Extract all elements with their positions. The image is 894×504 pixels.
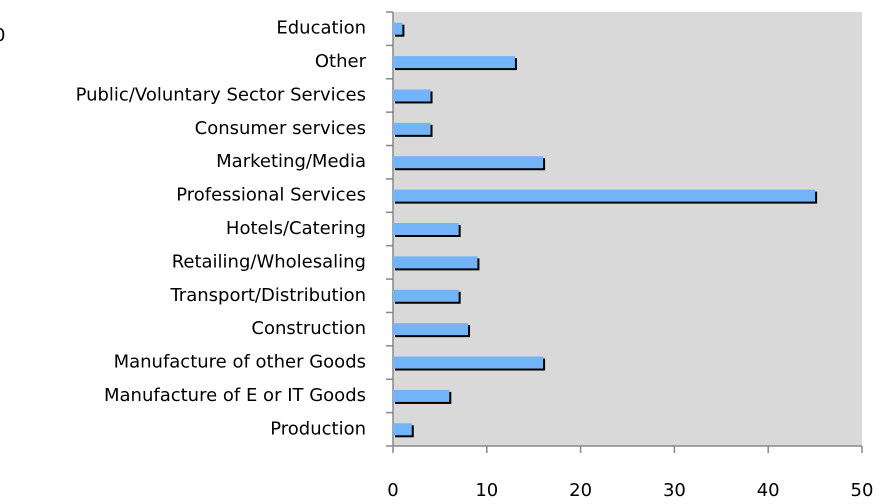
plot-area	[393, 12, 862, 446]
y-tick-label: Professional Services	[176, 185, 366, 206]
bar	[393, 89, 431, 102]
x-tick-label: 0	[387, 480, 398, 501]
y-tick-label: Manufacture of E or IT Goods	[104, 385, 366, 406]
bar	[393, 156, 544, 169]
y-tick-label: Consumer services	[195, 118, 366, 139]
bar	[393, 22, 403, 35]
bar	[393, 223, 459, 235]
x-tick-label: 40	[757, 480, 780, 501]
y-tick-label: Transport/Distribution	[169, 285, 366, 306]
x-tick-label: 50	[851, 480, 874, 501]
x-tick-label: 30	[663, 480, 686, 501]
bar	[393, 122, 431, 135]
bar	[393, 189, 816, 202]
y-tick-label: Education	[276, 18, 366, 39]
y-tick-label: Retailing/Wholesaling	[172, 251, 366, 272]
y-tick-label: Production	[270, 418, 366, 439]
bar	[393, 423, 412, 436]
y-tick-label: Hotels/Catering	[226, 218, 366, 239]
x-tick-label: 10	[475, 480, 498, 501]
bar	[393, 289, 459, 302]
bar	[393, 323, 469, 336]
y-tick-label: Public/Voluntary Sector Services	[76, 84, 366, 105]
y-tick-label: Other	[315, 51, 367, 72]
bar	[393, 356, 544, 369]
bar	[393, 56, 515, 69]
bar	[393, 256, 478, 269]
bar	[393, 389, 450, 402]
annotation: 0	[0, 25, 5, 46]
y-tick-label: Marketing/Media	[216, 151, 366, 172]
x-tick-label: 20	[569, 480, 592, 501]
y-tick-label: Construction	[251, 318, 366, 339]
y-tick-label: Manufacture of other Goods	[114, 352, 366, 373]
